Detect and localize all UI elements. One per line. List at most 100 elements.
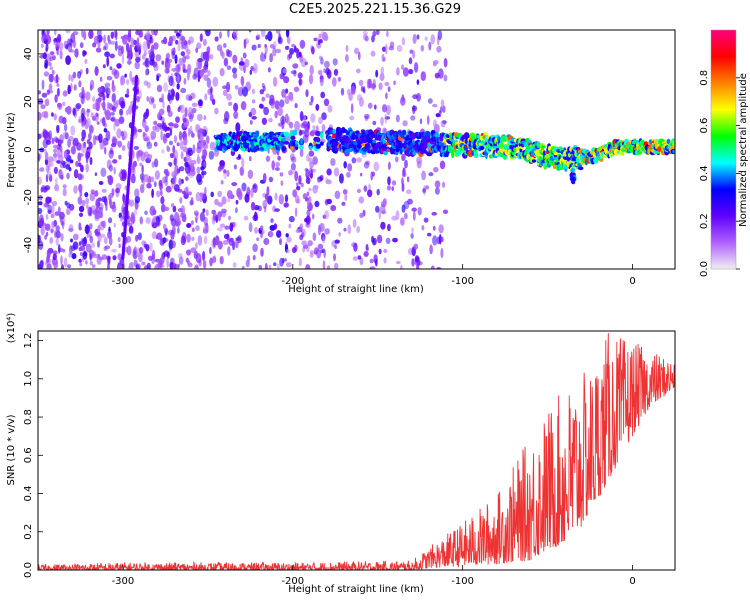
- spectrogram-noise-cell: [180, 51, 186, 57]
- spectrogram-noise-cell: [53, 136, 58, 143]
- spectrogram-noise-cell: [117, 262, 122, 269]
- spectrogram-noise-cell: [315, 103, 320, 111]
- spectrogram-noise-cell: [317, 39, 321, 46]
- spectrogram-noise-cell: [127, 56, 131, 66]
- spectrogram-noise-cell: [345, 54, 349, 63]
- spectrogram-noise-cell: [178, 30, 182, 33]
- spectrogram-noise-cell: [113, 30, 118, 38]
- colorbar-tick-label: 0.2: [699, 213, 710, 229]
- spectrogram-noise-cell: [131, 163, 136, 170]
- chart-title: C2E5.2025.221.15.36.G29: [288, 2, 462, 17]
- spectrogram-noise-cell: [163, 36, 168, 45]
- spectrogram-noise-cell: [168, 247, 171, 254]
- spectrogram-noise-cell: [167, 110, 173, 118]
- spectrogram-noise-cell: [294, 194, 300, 204]
- spectrogram-noise-cell: [113, 123, 116, 132]
- spectrogram-noise-cell: [291, 156, 297, 163]
- spectrogram-noise-cell: [302, 246, 306, 253]
- spectrogram-noise-cell: [64, 200, 68, 206]
- spectrogram-noise-cell: [83, 30, 87, 41]
- spectrogram-noise-cell: [264, 262, 268, 269]
- spectrogram-noise-cell: [382, 198, 387, 206]
- spectrogram-noise-cell: [278, 122, 283, 127]
- spectrogram-noise-cell: [430, 34, 436, 45]
- spectrogram-noise-cell: [183, 186, 189, 197]
- spectrogram-noise-cell: [137, 232, 142, 241]
- spectrogram-signal-cell: [451, 151, 455, 159]
- spectrogram-noise-cell: [439, 236, 444, 243]
- spectrogram-noise-cell: [282, 257, 285, 264]
- spectrogram-noise-cell: [243, 39, 247, 49]
- spectrogram-noise-cell: [228, 237, 235, 246]
- spectrogram-noise-cell: [63, 123, 68, 132]
- spectrogram-noise-cell: [380, 221, 386, 230]
- spectrogram-noise-cell: [187, 39, 191, 46]
- spectrogram-noise-cell: [249, 119, 253, 125]
- spectrogram-noise-cell: [304, 217, 310, 223]
- spectrogram-noise-cell: [438, 68, 444, 79]
- spectrogram-noise-cell: [161, 252, 165, 263]
- spectrogram-noise-cell: [166, 146, 171, 152]
- spectrogram-noise-cell: [51, 55, 56, 61]
- spectrogram-noise-cell: [396, 44, 403, 53]
- y-tick-label: 1.0: [23, 371, 34, 387]
- spectrogram-noise-cell: [163, 122, 167, 131]
- spectrogram-noise-cell: [244, 58, 250, 68]
- spectrogram-noise-cell: [238, 61, 245, 66]
- x-tick-label: -200: [281, 276, 304, 287]
- spectrogram-noise-cell: [410, 232, 414, 239]
- spectrogram-noise-cell: [261, 96, 266, 102]
- spectrogram-noise-cell: [180, 87, 187, 94]
- spectrogram-noise-cell: [187, 127, 191, 137]
- spectrogram-noise-cell: [178, 178, 182, 186]
- spectrogram-noise-cell: [322, 31, 328, 41]
- spectrogram-noise-cell: [105, 130, 111, 141]
- spectrogram-noise-cell: [139, 89, 142, 100]
- spectrogram-noise-cell: [217, 165, 222, 172]
- spectrogram-noise-cell: [265, 155, 271, 162]
- spectrogram-signal-cell: [292, 129, 298, 136]
- spectrogram-noise-cell: [89, 84, 93, 91]
- spectrogram-noise-cell: [255, 34, 261, 40]
- spectrogram-noise-cell: [292, 189, 298, 198]
- spectrogram-signal-cell: [426, 132, 431, 138]
- spectrogram-signal-cell: [541, 145, 546, 149]
- spectrogram-noise-cell: [135, 264, 140, 269]
- spectrogram-noise-cell: [411, 227, 414, 234]
- spectrogram-noise-cell: [182, 146, 188, 153]
- spectrogram-noise-cell: [79, 252, 83, 256]
- spectrogram-noise-cell: [163, 168, 169, 175]
- spectrogram-noise-cell: [178, 131, 183, 141]
- spectrogram-noise-cell: [53, 166, 59, 174]
- spectrogram-noise-cell: [51, 69, 55, 75]
- spectrogram-noise-cell: [202, 260, 207, 269]
- spectrogram-noise-cell: [220, 180, 224, 185]
- spectrogram-noise-cell: [318, 55, 323, 60]
- spectrogram-noise-cell: [235, 237, 241, 241]
- spectrogram-noise-cell: [209, 141, 216, 151]
- spectrogram-noise-cell: [426, 115, 430, 125]
- spectrogram-noise-cell: [188, 191, 192, 196]
- spectrogram-noise-cell: [217, 190, 223, 198]
- spectrogram-noise-cell: [358, 79, 364, 87]
- spectrogram-noise-cell: [89, 230, 92, 241]
- spectrogram-noise-cell: [84, 224, 90, 235]
- spectrogram-noise-cell: [395, 114, 400, 123]
- spectrogram-noise-cell: [91, 264, 96, 268]
- spectrogram-noise-cell: [306, 154, 310, 162]
- spectrogram-noise-cell: [279, 172, 284, 177]
- spectrogram-signal-cell: [299, 137, 303, 145]
- spectrogram-noise-cell: [383, 248, 388, 254]
- spectrogram-noise-cell: [44, 98, 50, 107]
- spectrogram-noise-cell: [244, 193, 250, 203]
- spectrogram-noise-cell: [185, 94, 192, 101]
- spectrogram-noise-cell: [384, 43, 388, 55]
- spectrogram-noise-cell: [281, 88, 287, 98]
- spectrogram-signal-cell: [536, 141, 541, 149]
- spectrogram-noise-cell: [333, 253, 336, 262]
- spectrogram-noise-cell: [118, 173, 122, 178]
- spectrogram-noise-cell: [365, 246, 369, 252]
- spectrogram-noise-cell: [197, 129, 201, 139]
- spectrogram-noise-cell: [175, 63, 181, 74]
- spectrogram-signal-cell: [571, 176, 576, 182]
